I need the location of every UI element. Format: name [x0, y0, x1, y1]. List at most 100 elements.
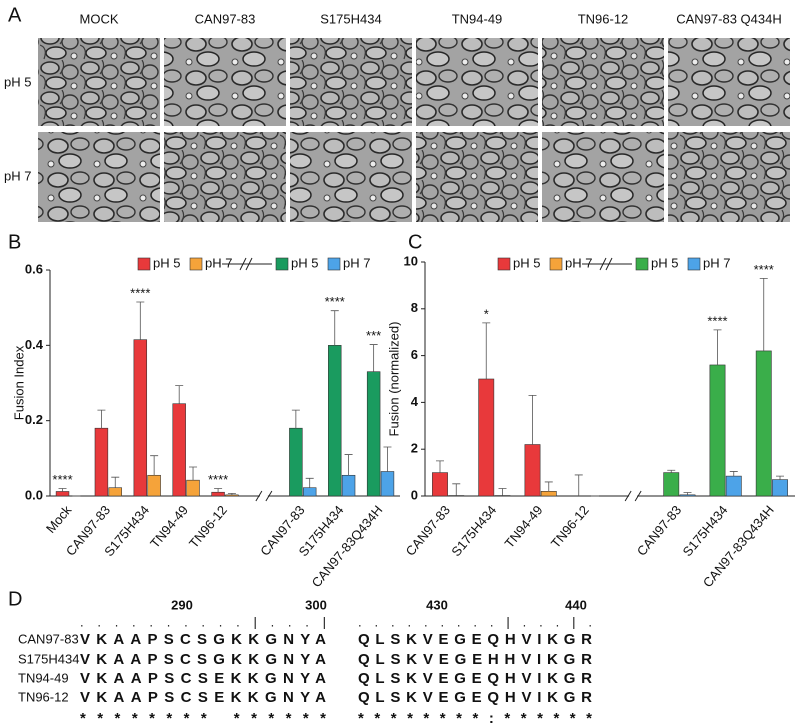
- x-tick-label: Mock: [43, 502, 75, 536]
- error-bar: [111, 476, 120, 488]
- significance-label: ***: [366, 328, 381, 343]
- error-bar: [136, 301, 145, 340]
- x-tick-label: TN94-49: [147, 502, 191, 550]
- legend-break: [222, 257, 272, 271]
- y-tick-label: 8: [411, 300, 418, 315]
- micrograph: [416, 132, 538, 222]
- y-axis-title: Fusion Index: [11, 345, 26, 420]
- panel-label: A: [8, 4, 22, 26]
- micrograph: [290, 38, 412, 126]
- sequence-name: S175H434: [18, 651, 79, 666]
- error-bar: [574, 474, 583, 496]
- error-bar: [482, 322, 491, 379]
- bar: [432, 472, 448, 497]
- error-bar: [776, 475, 785, 480]
- axis-break: [255, 490, 273, 502]
- micrograph: [164, 38, 286, 126]
- significance-label: ****: [52, 472, 72, 487]
- legend-swatch: [327, 257, 341, 271]
- legend-swatch: [497, 257, 511, 271]
- error-bar: [498, 488, 507, 496]
- micrograph: [542, 132, 664, 222]
- sequence: VKAAPSCSGKKGNYA: [80, 651, 326, 668]
- error-bar: [305, 477, 314, 488]
- x-tick-label: TN94-49: [502, 502, 546, 550]
- error-bar: [528, 394, 537, 445]
- micrograph: [38, 132, 160, 222]
- bar: [709, 364, 726, 497]
- error-bar: [713, 329, 722, 365]
- bar: [328, 345, 342, 497]
- axis-break: [624, 490, 642, 502]
- position-number: 300: [305, 597, 327, 612]
- column-label: TN96-12: [578, 11, 629, 26]
- legend-swatch: [549, 257, 563, 271]
- sequence: QLSKVEGEQHVIKGR: [358, 689, 592, 706]
- bar: [478, 378, 495, 497]
- bar: [225, 494, 239, 497]
- panel-label: D: [8, 588, 22, 610]
- error-bar: [175, 385, 184, 404]
- error-bar: [667, 469, 676, 473]
- error-bar: [291, 409, 300, 429]
- sequence: VKAAPSCSEKKGNYA: [80, 670, 326, 687]
- legend-break: [582, 257, 632, 271]
- column-label: TN94-49: [452, 11, 503, 26]
- micrograph: [668, 38, 790, 126]
- legend-label: pH 7: [565, 255, 592, 270]
- micrograph: [542, 38, 664, 126]
- error-bar: [344, 454, 353, 476]
- bar: [108, 487, 122, 497]
- conservation: ******** ******: [80, 710, 326, 726]
- bar: [341, 474, 356, 497]
- y-axis-title: Fusion (normalized): [386, 322, 401, 437]
- error-bar: [97, 409, 106, 429]
- bar: [380, 471, 395, 497]
- error-bar: [189, 466, 198, 481]
- bar: [679, 494, 696, 497]
- x-tick-label: S175H434: [680, 502, 731, 559]
- bar: [147, 474, 161, 497]
- y-tick-label: 10: [404, 253, 418, 268]
- significance-label: ****: [325, 294, 345, 309]
- x-tick-label: TN96-12: [548, 502, 592, 550]
- row-label: pH 7: [4, 168, 31, 183]
- column-label: S175H434: [320, 11, 381, 26]
- sequence: QLSKVEGEQHVIKGR: [358, 670, 592, 687]
- sequence: VKAAPSCSGKKGNYA: [80, 631, 326, 648]
- error-bar: [330, 310, 339, 346]
- significance-label: *: [484, 306, 489, 321]
- ruler: .........|...|.: [358, 614, 592, 629]
- bar: [289, 427, 303, 497]
- bar: [772, 479, 788, 497]
- sequence: QLSKVEGEHHVIKGR: [358, 651, 592, 668]
- significance-label: ****: [754, 262, 774, 277]
- x-tick-label: CAN97-83Q434H: [309, 502, 386, 590]
- legend-label: pH 5: [291, 255, 318, 270]
- column-label: MOCK: [80, 11, 119, 26]
- significance-label: ****: [707, 313, 727, 328]
- legend-label: pH 5: [153, 255, 180, 270]
- bar: [366, 371, 381, 497]
- sequence-name: TN94-49: [18, 670, 69, 685]
- bar: [540, 491, 557, 497]
- micrograph-grid: MOCK CAN97-83 S175H434 TN94-49 TN96-12 CAN97-…: [4, 11, 790, 222]
- position-number: 440: [565, 597, 587, 612]
- bar: [302, 487, 317, 497]
- legend-label: pH 7: [343, 255, 370, 270]
- x-tick-label: CAN97-83: [403, 502, 454, 558]
- y-tick-label: 0.4: [25, 337, 44, 352]
- sequence: VKAAPSCSEKKGNYA: [80, 689, 326, 706]
- error-bar: [383, 446, 392, 472]
- bar: [172, 403, 186, 497]
- legend-swatch: [189, 257, 203, 271]
- error-bar: [214, 488, 223, 493]
- legend-swatch: [137, 257, 151, 271]
- x-tick-label: TN96-12: [186, 502, 230, 550]
- bar: [186, 479, 200, 497]
- error-bar: [683, 492, 692, 495]
- y-tick-label: 4: [411, 394, 419, 409]
